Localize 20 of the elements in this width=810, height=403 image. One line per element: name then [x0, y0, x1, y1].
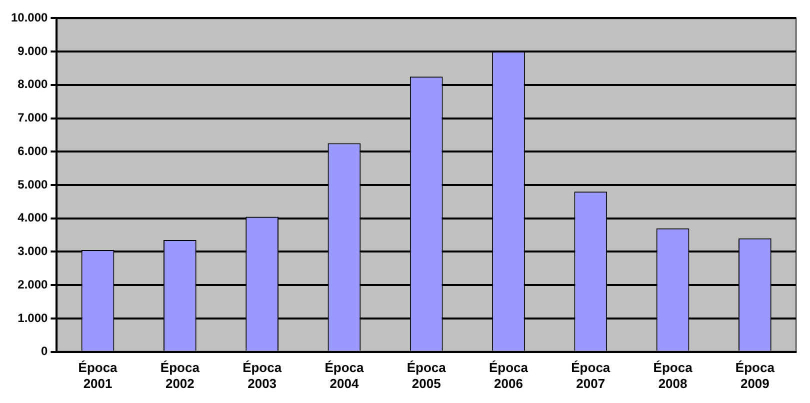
y-tick-label: 9.000 [18, 44, 48, 58]
x-tick-label: Época 2004 [324, 360, 364, 391]
y-tick-label: 3.000 [18, 244, 48, 258]
y-tick-label: 10.000 [11, 10, 48, 25]
y-tick-label: 6.000 [18, 144, 48, 158]
y-tick-label: 0 [41, 344, 48, 358]
y-tick-label: 4.000 [18, 210, 48, 225]
x-tick-label: Época 2001 [78, 360, 118, 391]
x-tick-label: Época 2005 [406, 360, 447, 391]
x-tick-label: Época 2002 [160, 360, 200, 391]
y-tick-label: 1.000 [18, 310, 48, 325]
y-tick-label: 2.000 [18, 277, 48, 292]
x-tick-label: Época 2009 [735, 360, 776, 391]
y-tick-label: 5.000 [18, 177, 48, 192]
x-tick-label: Época 2007 [571, 360, 611, 391]
x-tick-label: Época 2003 [242, 360, 282, 391]
y-tick-label: 8.000 [18, 77, 48, 92]
x-tick-label: Época 2006 [488, 360, 529, 391]
y-tick-label: 7.000 [18, 110, 48, 125]
x-tick-label: Época 2008 [653, 360, 694, 391]
